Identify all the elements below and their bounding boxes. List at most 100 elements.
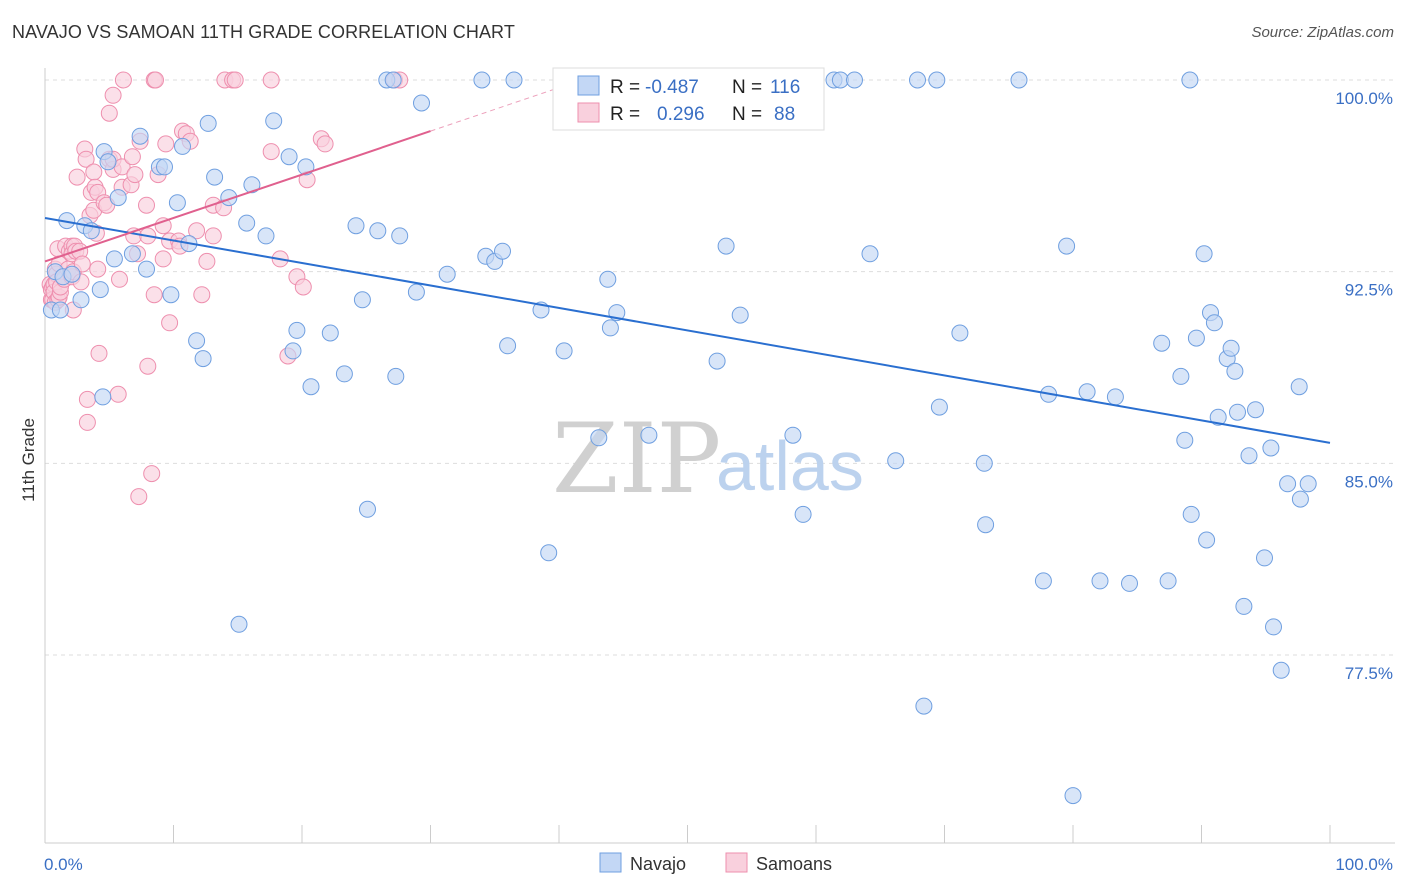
navajo-point — [473, 71, 491, 89]
navajo-point — [1205, 314, 1223, 332]
navajo-point — [599, 270, 617, 288]
navajo-point — [601, 319, 619, 337]
navajo-point — [257, 227, 275, 245]
trend-lines — [44, 87, 1331, 444]
watermark: ZIP atlas — [552, 403, 864, 515]
navajo-point — [975, 454, 993, 472]
navajo-point — [188, 332, 206, 350]
navajo-point — [1058, 237, 1076, 255]
y-tick-label: 100.0% — [1335, 89, 1393, 108]
legend-navajo-label: Navajo — [630, 854, 686, 874]
navajo-point — [1010, 71, 1028, 89]
samoan-point — [90, 344, 108, 362]
navajo-point — [590, 429, 608, 447]
samoan-point — [154, 217, 172, 235]
chart-title: NAVAJO VS SAMOAN 11TH GRADE CORRELATION … — [12, 22, 515, 42]
y-tick-labels: 77.5% 85.0% 92.5% 100.0% — [1335, 89, 1393, 683]
y-tick-label: 92.5% — [1345, 281, 1393, 300]
navajo-point — [717, 237, 735, 255]
navajo-point — [63, 265, 81, 283]
samoan-point — [109, 385, 127, 403]
navajo-point — [915, 697, 933, 715]
navajo-point — [1262, 439, 1280, 457]
navajo-point — [1265, 618, 1282, 636]
navajo-point — [640, 426, 658, 444]
navajo-point — [99, 153, 117, 171]
navajo-point — [302, 378, 320, 396]
navajo-r-value: -0.487 — [645, 77, 699, 98]
navajo-point — [162, 286, 180, 304]
navajo-point — [494, 242, 511, 260]
navajo-point — [265, 112, 283, 130]
navajo-point — [1064, 787, 1082, 805]
samoan-point — [139, 357, 157, 375]
navajo-point — [1153, 334, 1171, 352]
navajo-point — [353, 291, 371, 309]
navajo-point — [505, 71, 523, 89]
samoan-point — [198, 252, 216, 270]
navajo-point — [123, 245, 141, 263]
navajo-point — [1182, 505, 1200, 523]
samoan-point — [188, 222, 206, 240]
legend-samoan-swatch — [725, 852, 748, 873]
samoan-point — [294, 278, 312, 296]
samoan-point — [262, 143, 280, 161]
navajo-point — [174, 137, 191, 155]
navajo-point — [369, 222, 387, 240]
watermark-zip: ZIP — [552, 403, 721, 515]
navajo-point — [1181, 71, 1199, 89]
navajo-point — [1195, 245, 1213, 263]
navajo-point — [1290, 378, 1308, 396]
samoan-n-value: 88 — [774, 104, 795, 125]
samoan-point — [226, 71, 244, 89]
navajo-point — [1291, 490, 1309, 508]
navajo-point — [1172, 367, 1190, 385]
samoan-point — [78, 413, 96, 431]
navajo-point — [1034, 572, 1052, 590]
navajo-point — [321, 324, 339, 342]
samoan-point — [161, 314, 179, 332]
x-tick-label: 100.0% — [1335, 855, 1393, 874]
navajo-point — [94, 388, 112, 406]
navajo-point — [1198, 531, 1216, 549]
samoan-point — [130, 488, 148, 506]
samoan-point — [77, 150, 95, 168]
navajo-swatch — [577, 75, 600, 96]
samoan-r-label: R = — [610, 104, 640, 125]
navajo-point — [1176, 431, 1194, 449]
samoan-point — [145, 286, 163, 304]
samoan-point — [111, 270, 128, 288]
navajo-point — [194, 350, 212, 368]
navajo-point — [977, 516, 995, 534]
samoan-point — [316, 135, 334, 153]
navajo-point — [105, 250, 123, 268]
navajo-point — [384, 71, 402, 89]
navajo-point — [1229, 403, 1246, 421]
navajo-point — [909, 71, 926, 89]
samoan-point — [68, 168, 86, 186]
samoan-point — [123, 148, 141, 166]
navajo-point — [784, 426, 802, 444]
navajo-trend-line — [44, 217, 1331, 444]
navajo-point — [1222, 339, 1240, 357]
navajo-point — [1209, 408, 1227, 426]
navajo-point — [887, 452, 905, 470]
samoan-trend-extension — [430, 87, 560, 132]
navajo-point — [335, 365, 353, 383]
samoan-point — [147, 71, 164, 89]
navajo-point — [951, 324, 969, 342]
navajo-point — [359, 500, 376, 518]
navajo-point — [555, 342, 573, 360]
samoan-point — [262, 71, 280, 89]
navajo-point — [91, 281, 109, 299]
navajo-point — [1240, 447, 1258, 465]
navajo-point — [1159, 572, 1177, 590]
navajo-point — [387, 367, 405, 385]
samoan-point — [85, 163, 103, 181]
navajo-point — [794, 505, 812, 523]
navajo-point — [1235, 597, 1253, 615]
samoan-point — [104, 86, 122, 104]
navajo-point — [438, 265, 456, 283]
navajo-point — [131, 127, 149, 145]
